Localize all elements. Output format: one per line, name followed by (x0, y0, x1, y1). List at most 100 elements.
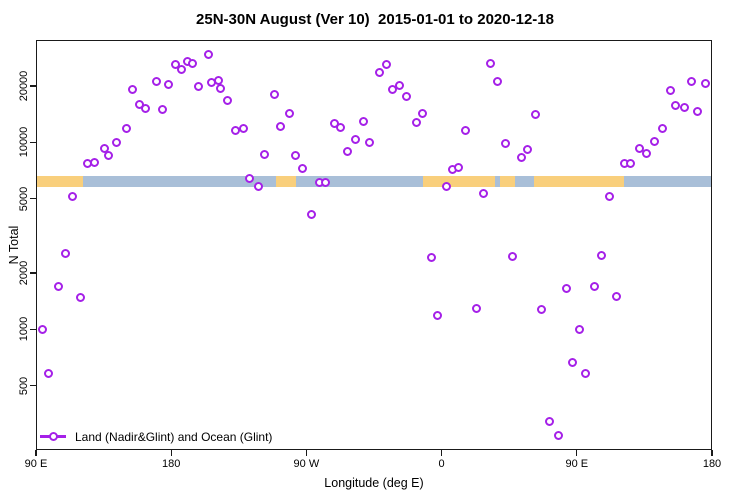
x-axis-tick-label: 180 (162, 458, 181, 470)
data-point (44, 368, 54, 378)
data-point (54, 281, 64, 291)
data-point (461, 125, 471, 135)
y-axis-tick (30, 85, 36, 87)
y-axis-tick-label: 10000 (18, 127, 30, 158)
y-axis-tick (30, 141, 36, 143)
y-axis-tick-label: 500 (18, 376, 30, 395)
data-point (418, 108, 428, 118)
data-point (269, 90, 279, 100)
data-point (453, 163, 463, 173)
y-axis-tick-label: 1000 (18, 317, 30, 342)
data-point (141, 104, 151, 114)
data-point (214, 75, 224, 85)
data-point (536, 305, 546, 315)
data-point (657, 124, 667, 134)
data-point (642, 149, 652, 159)
chart-title: 25N-30N August (Ver 10) 2015-01-01 to 20… (196, 11, 554, 28)
data-point (500, 138, 510, 148)
data-point (507, 252, 517, 262)
data-point (223, 95, 233, 105)
x-axis-tick (711, 450, 713, 456)
data-point (433, 310, 443, 320)
data-point (60, 248, 70, 258)
legend-circle-icon (48, 432, 58, 441)
map-band-segment-land (276, 176, 296, 187)
x-axis-tick-label: 90 E (24, 458, 48, 470)
x-axis-tick-label: 180 (702, 458, 722, 470)
y-axis-tick-label: 20000 (18, 70, 30, 102)
data-point (693, 107, 703, 117)
legend: Land (Nadir&Glint) and Ocean (Glint) (40, 429, 273, 444)
map-band-segment-land (36, 176, 83, 187)
data-point (343, 146, 353, 156)
x-axis-tick (440, 450, 443, 456)
map-band-segment-ocean (515, 176, 534, 187)
data-point (177, 65, 187, 75)
data-point (381, 59, 391, 69)
data-point (151, 76, 161, 86)
data-point (374, 67, 384, 77)
data-point (290, 150, 300, 160)
data-point (561, 283, 571, 293)
y-axis-title: N Total (7, 225, 21, 265)
y-axis-tick (30, 384, 36, 387)
legend-marker (40, 432, 66, 441)
x-axis-tick (576, 450, 578, 456)
data-point (188, 59, 198, 69)
data-point (157, 104, 167, 114)
data-point (321, 178, 331, 188)
x-axis-tick (170, 450, 172, 456)
data-point (666, 85, 676, 95)
x-axis-title: Longitude (deg E) (324, 476, 424, 490)
data-point (336, 123, 346, 132)
data-point (700, 78, 710, 88)
data-point (411, 117, 421, 127)
data-point (574, 324, 584, 334)
data-point (364, 137, 374, 147)
data-point (516, 153, 526, 163)
data-point (276, 122, 286, 132)
data-point (164, 80, 174, 90)
data-point (171, 60, 181, 70)
data-point (485, 59, 495, 69)
data-point (612, 292, 622, 302)
data-point (128, 85, 138, 95)
data-point (670, 101, 680, 111)
data-point (679, 103, 689, 113)
data-point (687, 76, 697, 86)
y-axis-tick-label: 5000 (18, 186, 30, 211)
data-point (90, 157, 100, 167)
x-axis-tick-label: 0 (438, 458, 445, 470)
data-point (493, 76, 503, 86)
data-point (358, 117, 368, 127)
x-axis-tick-label: 90 W (293, 458, 320, 470)
map-band-segment-ocean (295, 176, 423, 187)
data-point (259, 150, 269, 160)
plot-border (36, 40, 712, 450)
data-point (605, 192, 615, 202)
y-axis-tick (30, 197, 36, 200)
x-axis-tick (35, 450, 37, 456)
map-band-segment-ocean (82, 176, 277, 187)
data-point (194, 81, 204, 91)
map-band-segment-land (422, 176, 495, 187)
data-point (388, 85, 398, 95)
y-axis-tick (30, 328, 36, 330)
map-band-segment-ocean (494, 176, 501, 187)
map-band-segment-ocean (624, 176, 712, 187)
data-point (38, 324, 48, 334)
data-point (350, 134, 360, 144)
data-point (401, 92, 411, 102)
data-point (75, 292, 85, 302)
x-axis-tick-label: 90 E (565, 458, 589, 470)
data-point (442, 181, 452, 191)
data-point (216, 84, 226, 94)
data-point (522, 144, 532, 154)
data-point (649, 137, 659, 146)
legend-label: Land (Nadir&Glint) and Ocean (Glint) (75, 429, 273, 444)
data-point (554, 431, 564, 441)
map-band-segment-land (533, 176, 625, 187)
data-point (426, 253, 436, 262)
data-point (626, 158, 636, 168)
